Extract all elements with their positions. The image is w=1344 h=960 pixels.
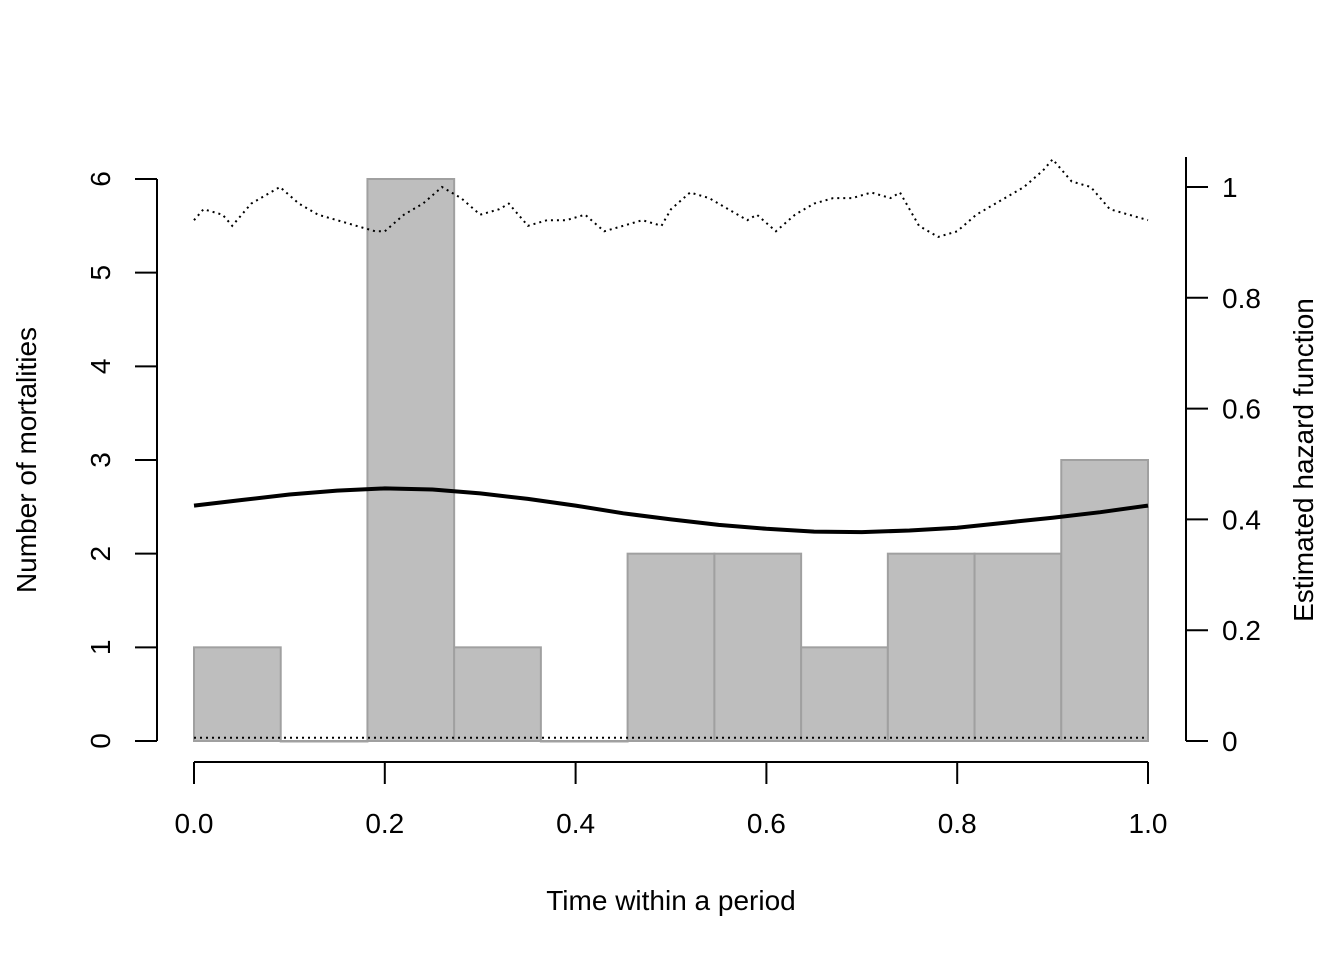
histogram-bar	[1060, 459, 1149, 742]
histogram-bar	[626, 552, 716, 743]
y-tick-label: 6	[85, 171, 116, 187]
hazard-estimate-line	[193, 486, 1149, 535]
y2-tick-label: 0.8	[1222, 283, 1261, 314]
y-tick-label: 1	[85, 640, 116, 656]
x-tick-label: 0.8	[938, 808, 977, 839]
axes: 0.0 0.2 0.4 0.6 0.8 1.0 0 1 2 3 4 5 6 0 0.2 0.4 0.6 0.8 1	[85, 157, 1261, 839]
histogram-bar	[800, 646, 889, 742]
y-tick-label: 4	[85, 359, 116, 375]
y2-tick-label: 0	[1222, 726, 1238, 757]
upper-confidence-band-line	[193, 157, 1149, 238]
histogram-bar	[279, 740, 369, 743]
x-tick-label: 0.6	[747, 808, 786, 839]
y-tick-label: 2	[85, 546, 116, 562]
x-tick-label: 0.2	[365, 808, 404, 839]
histogram-bar	[713, 552, 803, 743]
y2-axis-title: Estimated hazard function	[1288, 298, 1319, 622]
y2-tick-label: 0.2	[1222, 615, 1261, 646]
y2-tick-label: 0.6	[1222, 394, 1261, 425]
histogram-bars	[193, 178, 1149, 743]
histogram-bar	[193, 646, 282, 742]
histogram-bar	[886, 552, 976, 743]
y-tick-label: 3	[85, 452, 116, 468]
histogram-bar	[366, 178, 456, 742]
y-axis-title: Number of mortalities	[11, 327, 42, 593]
x-tick-label: 0.4	[556, 808, 595, 839]
histogram-bar	[539, 740, 629, 743]
hazard-lines	[193, 157, 1149, 739]
x-axis-title: Time within a period	[546, 885, 796, 916]
histogram-bar	[453, 646, 542, 742]
x-tick-label: 1.0	[1129, 808, 1168, 839]
histogram-bar	[973, 552, 1063, 743]
y2-tick-label: 1	[1222, 172, 1238, 203]
y2-tick-label: 0.4	[1222, 504, 1261, 535]
y-tick-label: 0	[85, 733, 116, 749]
x-tick-label: 0.0	[175, 808, 214, 839]
y-tick-label: 5	[85, 265, 116, 281]
